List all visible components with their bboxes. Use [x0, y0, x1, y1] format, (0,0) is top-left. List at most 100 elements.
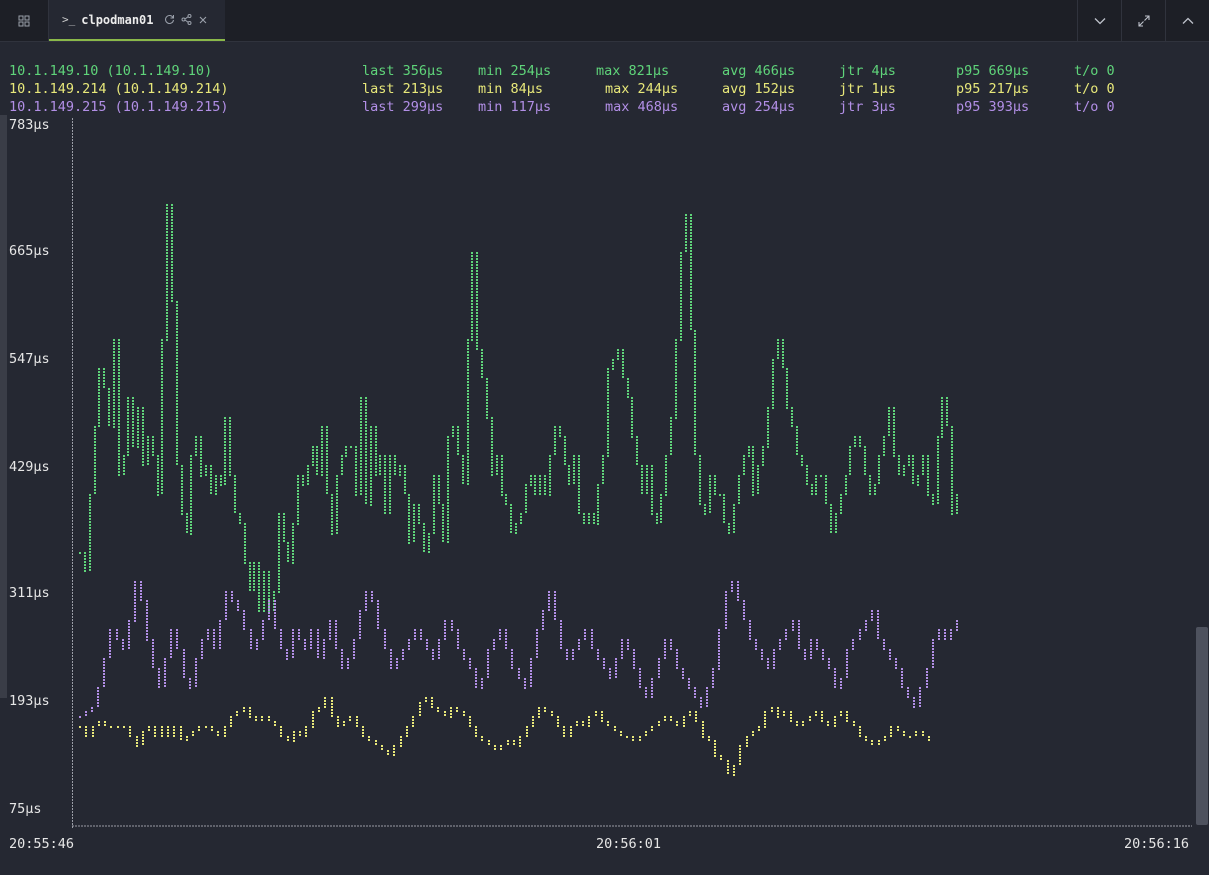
data-point — [389, 506, 391, 508]
maximize-button[interactable] — [1121, 0, 1165, 41]
data-point — [944, 638, 946, 640]
data-point — [554, 609, 556, 611]
data-point — [487, 649, 489, 651]
data-point — [210, 486, 212, 488]
data-point — [152, 439, 154, 441]
data-point — [530, 676, 532, 678]
data-point — [180, 732, 182, 734]
data-point — [944, 635, 946, 637]
data-point — [549, 485, 551, 487]
data-point — [442, 540, 444, 542]
collapse-button[interactable] — [1165, 0, 1209, 41]
data-point — [621, 654, 623, 656]
data-point — [166, 216, 168, 218]
data-point — [128, 647, 130, 649]
data-point — [195, 676, 197, 678]
data-point — [487, 676, 489, 678]
data-point — [438, 502, 440, 504]
data-point — [365, 448, 367, 450]
data-point — [743, 612, 745, 614]
share-icon[interactable] — [181, 14, 192, 25]
data-point — [370, 447, 372, 449]
data-point — [845, 484, 847, 486]
data-point — [951, 489, 953, 491]
data-point — [830, 528, 832, 530]
data-point — [355, 467, 357, 469]
data-point — [791, 416, 793, 418]
data-point — [536, 644, 538, 646]
data-point — [335, 623, 337, 625]
data-point — [560, 638, 562, 640]
data-point — [840, 512, 842, 514]
data-point — [365, 606, 367, 608]
data-point — [393, 748, 395, 750]
data-point — [932, 639, 934, 641]
data-point — [161, 345, 163, 347]
data-point — [166, 312, 168, 314]
data-point — [690, 247, 692, 249]
data-point — [132, 421, 134, 423]
data-point — [152, 657, 154, 659]
data-point — [360, 445, 362, 447]
data-point — [394, 467, 396, 469]
data-point — [451, 620, 453, 622]
data-point — [396, 661, 398, 663]
data-point — [331, 512, 333, 514]
data-point — [243, 616, 245, 618]
data-point — [548, 603, 550, 605]
data-point — [104, 724, 106, 726]
data-point — [487, 670, 489, 672]
data-point — [234, 475, 236, 477]
data-point — [651, 495, 653, 497]
data-point — [292, 562, 294, 564]
data-point — [806, 483, 808, 485]
data-point — [389, 464, 391, 466]
data-point — [607, 419, 609, 421]
data-point — [597, 484, 599, 486]
data-point — [171, 222, 173, 224]
refresh-icon[interactable] — [164, 14, 175, 25]
close-icon[interactable] — [198, 15, 208, 25]
data-point — [321, 474, 323, 476]
data-point — [888, 422, 890, 424]
workspace-grid-button[interactable] — [0, 0, 49, 41]
scrollbar-thumb[interactable] — [1196, 627, 1208, 825]
data-point — [142, 449, 144, 451]
data-point — [675, 366, 677, 368]
data-point — [253, 580, 255, 582]
data-point — [937, 448, 939, 450]
tab-title: clpodman01 — [81, 12, 154, 27]
data-point — [723, 521, 725, 523]
data-point — [244, 556, 246, 558]
data-point — [89, 563, 91, 565]
data-point — [94, 426, 96, 428]
data-point — [215, 481, 217, 483]
data-point — [134, 602, 136, 604]
data-point — [190, 494, 192, 496]
data-point — [525, 505, 527, 507]
data-point — [147, 436, 149, 438]
data-point — [370, 498, 372, 500]
data-point — [511, 658, 513, 660]
data-point — [183, 673, 185, 675]
data-point — [268, 615, 270, 617]
data-point — [355, 482, 357, 484]
data-point — [402, 655, 404, 657]
data-point — [396, 667, 398, 669]
data-point — [113, 402, 115, 404]
data-point — [645, 734, 647, 736]
data-point — [132, 397, 134, 399]
data-point — [341, 467, 343, 469]
data-point — [389, 503, 391, 505]
data-point — [578, 461, 580, 463]
data-point — [129, 729, 131, 731]
data-point — [690, 214, 692, 216]
data-point — [263, 610, 265, 612]
tab-clpodman01[interactable]: >_ clpodman01 — [49, 0, 225, 41]
dropdown-button[interactable] — [1077, 0, 1121, 41]
data-point — [331, 706, 333, 708]
data-point — [108, 388, 110, 390]
data-point — [564, 451, 566, 453]
data-point — [108, 394, 110, 396]
data-point — [431, 697, 433, 699]
